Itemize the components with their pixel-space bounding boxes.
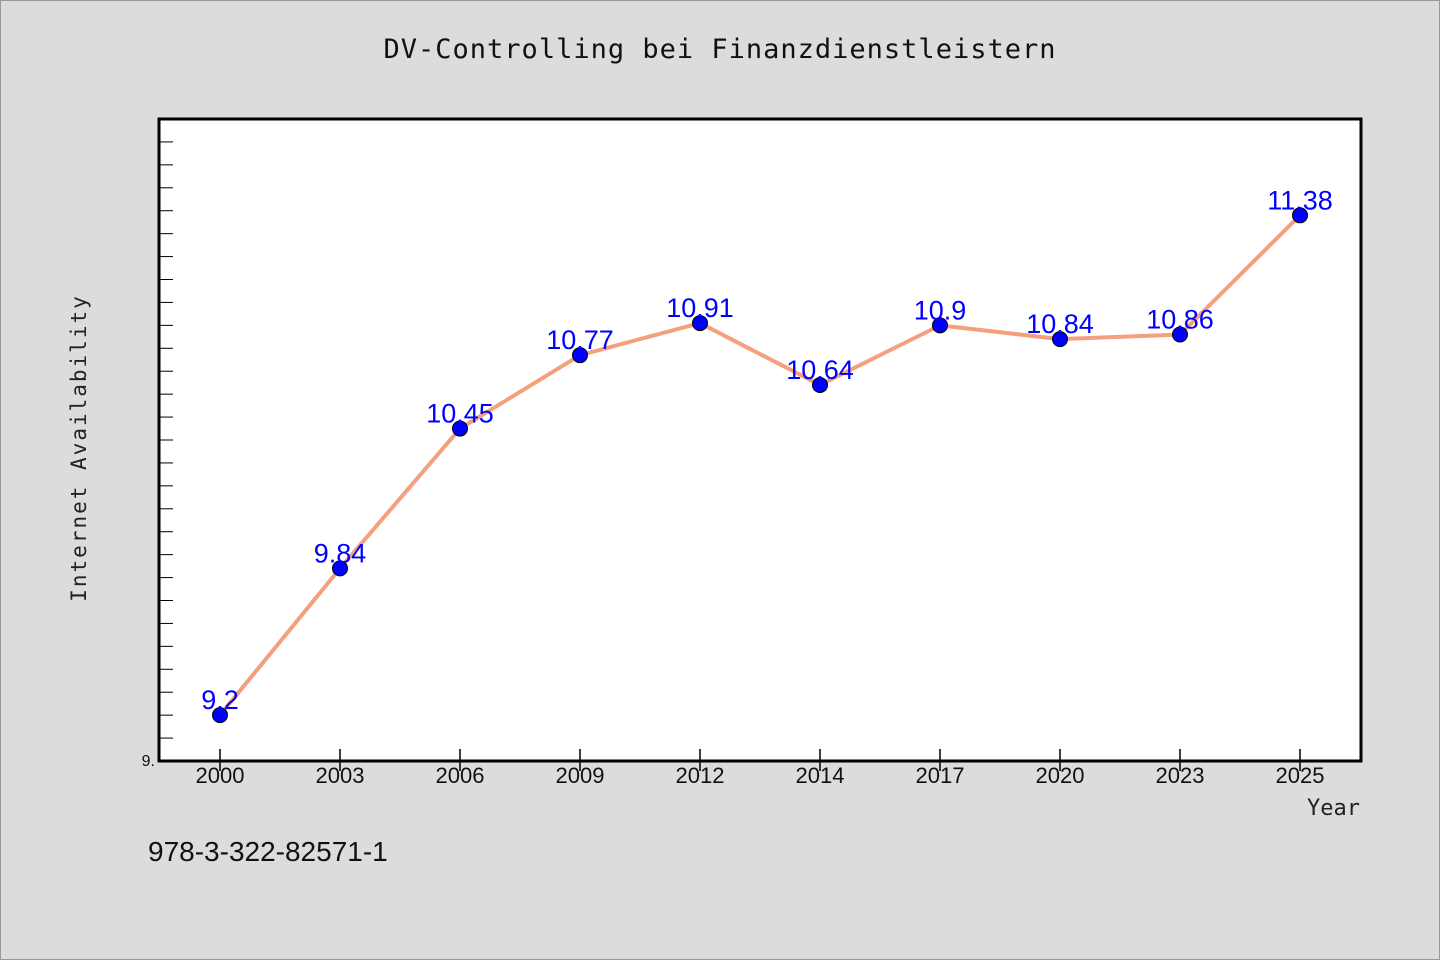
x-tick-label: 2020 (1036, 763, 1085, 788)
series-line-group (218, 213, 1302, 717)
data-label: 10.45 (426, 399, 494, 429)
data-label: 10.77 (546, 325, 614, 355)
x-tick-label: 2025 (1276, 763, 1325, 788)
data-point (332, 560, 348, 577)
series-line (218, 213, 1302, 717)
data-label: 11.38 (1267, 185, 1333, 215)
data-point (452, 420, 468, 437)
x-tick-label: 2000 (196, 763, 245, 788)
x-tick-label: 2009 (556, 763, 605, 788)
isbn-caption: 978-3-322-82571-1 (148, 836, 388, 867)
data-point (1172, 326, 1188, 343)
x-tick-label: 2023 (1156, 763, 1205, 788)
data-label: 10.9 (914, 295, 967, 325)
x-tick-label: 2012 (676, 763, 725, 788)
x-axis-ticks: 2000 2003 2006 2009 2012 2014 2017 2020 2023 2025 (196, 749, 1325, 788)
data-label: 10.86 (1146, 305, 1214, 335)
x-tick-label: 2017 (916, 763, 965, 788)
plot-area (157, 117, 1363, 763)
data-point (1052, 331, 1068, 348)
y-tick-label: 9. (142, 753, 155, 770)
x-tick-label: 2014 (796, 763, 845, 788)
data-label: 9.2 (201, 685, 239, 715)
data-point (572, 347, 588, 364)
data-point (812, 376, 828, 393)
x-axis-label: Year (1307, 796, 1360, 821)
data-point (932, 317, 948, 334)
x-tick-label: 2003 (316, 763, 365, 788)
data-label: 10.64 (786, 355, 854, 385)
chart-title: DV-Controlling bei Finanzdienstleistern (383, 34, 1057, 65)
x-tick-label: 2006 (436, 763, 485, 788)
data-label-group: 9.2 9.84 10.45 10.77 10.91 10.64 10.9 10.84 10.8… (201, 185, 1333, 715)
marker-group (212, 207, 1308, 724)
data-label: 10.84 (1026, 309, 1094, 339)
data-label: 9.84 (314, 538, 367, 568)
y-axis-ticks: 9. (142, 118, 173, 770)
data-point (212, 707, 228, 724)
data-label: 10.91 (666, 293, 734, 323)
data-point (692, 315, 708, 332)
data-point (1292, 207, 1308, 224)
